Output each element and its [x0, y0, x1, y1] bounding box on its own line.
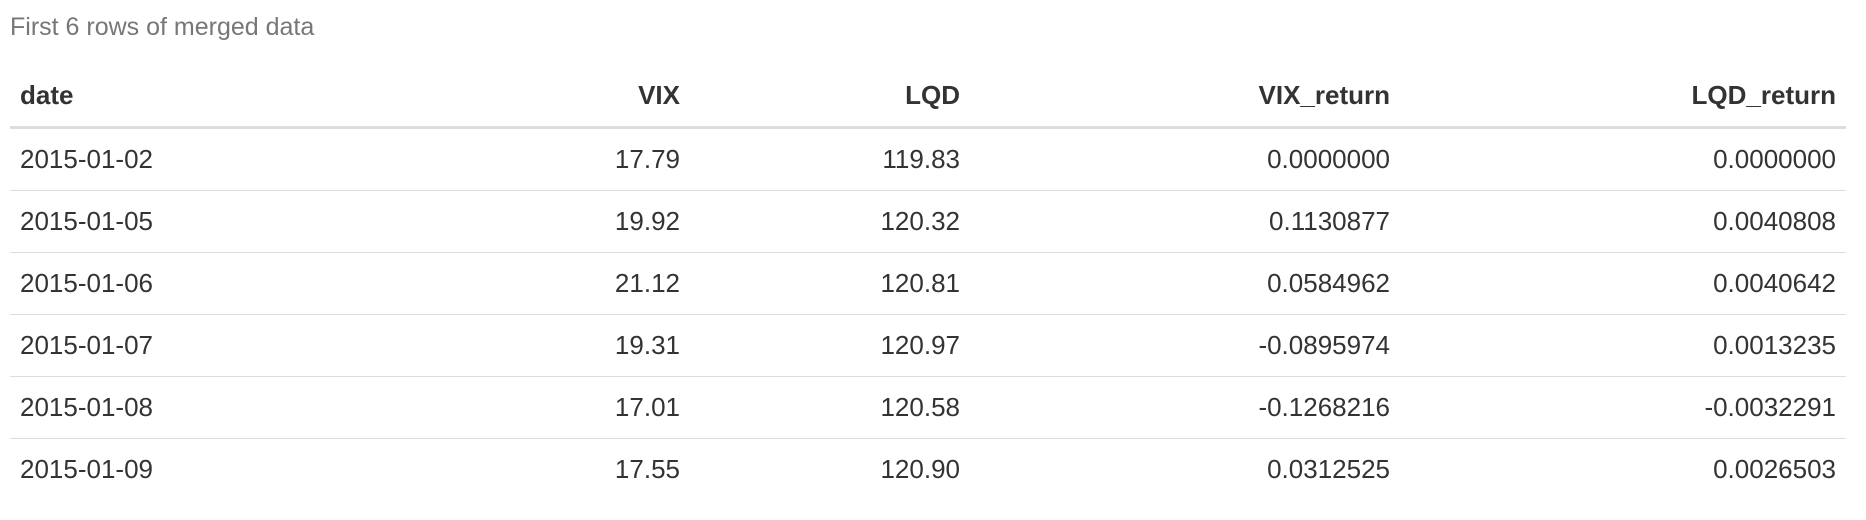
cell-lqd: 119.83: [882, 144, 960, 174]
column-header-lqd-return: LQD_return: [1400, 64, 1846, 129]
table-row: 2015-01-09 17.55 120.90 0.0312525 0.0026…: [10, 438, 1846, 500]
cell-lqd-return: 0.0026503: [1400, 438, 1846, 500]
table-row: 2015-01-08 17.01 120.58 -0.1268216 -0.00…: [10, 376, 1846, 439]
cell-lqd-return: 0.0000000: [1713, 144, 1836, 174]
cell-lqd: 120.97: [690, 314, 970, 377]
table-row: 2015-01-02 17.79 119.83 0.0000000 0.0000…: [10, 128, 1846, 191]
table-row: 2015-01-05 19.92 120.32 0.1130877 0.0040…: [10, 190, 1846, 253]
cell-lqd-return: 0.0013235: [1400, 314, 1846, 377]
cell-vix: 17.79: [614, 144, 680, 174]
cell-vix: 21.12: [410, 252, 690, 315]
table-caption: First 6 rows of merged data: [10, 13, 315, 41]
column-header-date: date: [10, 64, 410, 129]
column-header-vix: VIX: [410, 64, 690, 129]
cell-vix-return: -0.1268216: [970, 376, 1400, 439]
cell-vix-return: 0.0584962: [970, 252, 1400, 315]
merged-data-table: date VIX LQD VIX_return LQD_return 2015-…: [10, 64, 1846, 500]
cell-vix: 19.92: [410, 190, 690, 253]
cell-vix-return: 0.0000000: [1267, 144, 1390, 174]
column-header-lqd: LQD: [690, 64, 970, 129]
cell-lqd: 120.81: [690, 252, 970, 315]
cell-lqd: 120.32: [690, 190, 970, 253]
table-header-row: date VIX LQD VIX_return LQD_return: [10, 64, 1846, 129]
cell-vix: 19.31: [410, 314, 690, 377]
column-header-vix-return: VIX_return: [970, 64, 1400, 129]
cell-date: 2015-01-08: [10, 376, 410, 439]
table-row: 2015-01-06 21.12 120.81 0.0584962 0.0040…: [10, 252, 1846, 315]
cell-lqd-return: 0.0040642: [1400, 252, 1846, 315]
cell-vix: 17.55: [410, 438, 690, 500]
cell-vix: 17.01: [410, 376, 690, 439]
cell-date: 2015-01-06: [10, 252, 410, 315]
cell-date: 2015-01-07: [10, 314, 410, 377]
cell-date: 2015-01-09: [10, 438, 410, 500]
cell-date: 2015-01-02: [20, 144, 153, 174]
cell-date: 2015-01-05: [10, 190, 410, 253]
cell-vix-return: 0.1130877: [970, 190, 1400, 253]
cell-lqd-return: 0.0040808: [1400, 190, 1846, 253]
cell-lqd: 120.90: [690, 438, 970, 500]
cell-lqd-return: -0.0032291: [1400, 376, 1846, 439]
table-row: 2015-01-07 19.31 120.97 -0.0895974 0.001…: [10, 314, 1846, 377]
cell-vix-return: -0.0895974: [970, 314, 1400, 377]
cell-vix-return: 0.0312525: [970, 438, 1400, 500]
cell-lqd: 120.58: [690, 376, 970, 439]
